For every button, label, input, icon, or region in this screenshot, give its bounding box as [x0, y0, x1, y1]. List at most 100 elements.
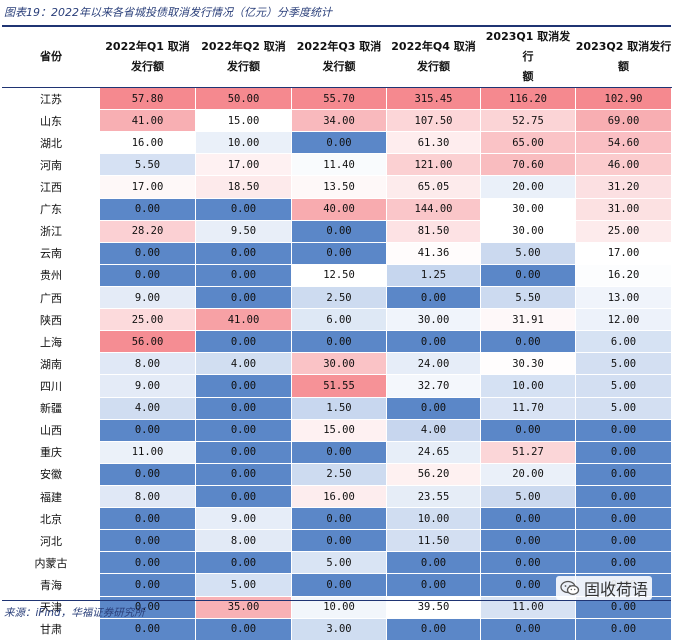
province-cell: 上海 [2, 330, 100, 354]
table-row: 广西 9.00 0.00 2.50 0.00 5.50 13.00 [2, 285, 672, 310]
value-cell: 52.75 [480, 109, 576, 133]
value-cell: 30.00 [386, 308, 481, 332]
value-cell: 0.00 [575, 529, 672, 553]
value-cell: 0.00 [99, 573, 196, 597]
value-cell: 0.00 [386, 330, 481, 354]
value-cell: 41.00 [99, 109, 196, 133]
value-cell: 0.00 [575, 595, 672, 619]
province-cell: 河南 [2, 153, 100, 177]
value-cell: 56.00 [99, 330, 196, 354]
province-cell: 北京 [2, 507, 100, 531]
value-cell: 0.00 [99, 595, 196, 619]
value-cell: 0.00 [386, 285, 481, 310]
value-cell: 0.00 [291, 241, 387, 265]
table-row: 上海 56.00 0.00 0.00 0.00 0.00 6.00 [2, 330, 672, 354]
value-cell: 11.00 [480, 595, 576, 619]
value-cell: 11.40 [291, 153, 387, 177]
value-cell: 11.50 [386, 529, 481, 553]
table-row: 广东 0.00 0.00 40.00 144.00 30.00 31.00 [2, 197, 672, 221]
value-cell: 0.00 [480, 263, 576, 287]
value-cell: 107.50 [386, 109, 481, 133]
value-cell: 9.00 [99, 285, 196, 310]
bottom-rule [2, 600, 671, 601]
value-cell: 24.65 [386, 440, 481, 464]
value-cell: 121.00 [386, 153, 481, 177]
value-cell: 0.00 [386, 396, 481, 420]
col-header-province: 省份 [2, 27, 100, 88]
table-body: 江苏 57.80 50.00 55.70 315.45 116.20 102.90 山东 41.… [2, 86, 672, 641]
value-cell: 0.00 [575, 462, 672, 486]
province-cell: 云南 [2, 241, 100, 265]
value-cell: 0.00 [575, 418, 672, 442]
value-cell: 39.50 [386, 595, 481, 619]
province-cell: 内蒙古 [2, 551, 100, 575]
value-cell: 6.00 [291, 308, 387, 332]
province-cell: 江苏 [2, 86, 100, 111]
value-cell: 144.00 [386, 197, 481, 221]
value-cell: 4.00 [99, 396, 196, 420]
value-cell: 69.00 [575, 109, 672, 133]
value-cell: 0.00 [195, 440, 292, 464]
value-cell: 0.00 [195, 418, 292, 442]
table-row: 湖北 16.00 10.00 0.00 61.30 65.00 54.60 [2, 131, 672, 155]
col-header-2022q2: 2022年Q2 取消 发行额 [195, 27, 292, 88]
value-cell: 35.00 [195, 595, 292, 619]
province-cell: 四川 [2, 374, 100, 398]
value-cell: 1.25 [386, 263, 481, 287]
value-cell: 31.91 [480, 308, 576, 332]
table-row: 安徽 0.00 0.00 2.50 56.20 20.00 0.00 [2, 462, 672, 486]
value-cell: 0.00 [575, 440, 672, 464]
value-cell: 17.00 [99, 175, 196, 199]
value-cell: 5.00 [575, 396, 672, 420]
value-cell: 0.00 [480, 529, 576, 553]
value-cell: 5.00 [291, 551, 387, 575]
value-cell: 0.00 [480, 573, 576, 597]
value-cell: 28.20 [99, 219, 196, 243]
value-cell: 0.00 [480, 617, 576, 641]
value-cell: 6.00 [575, 330, 672, 354]
table-row: 贵州 0.00 0.00 12.50 1.25 0.00 16.20 [2, 263, 672, 287]
value-cell: 34.00 [291, 109, 387, 133]
value-cell: 10.00 [291, 595, 387, 619]
col-header-2023q2: 2023Q2 取消发行额 [575, 27, 672, 88]
value-cell: 0.00 [99, 462, 196, 486]
value-cell: 0.00 [99, 551, 196, 575]
value-cell: 12.00 [575, 308, 672, 332]
value-cell: 41.00 [195, 308, 292, 332]
province-cell: 青海 [2, 573, 100, 597]
value-cell: 41.36 [386, 241, 481, 265]
value-cell: 5.00 [480, 241, 576, 265]
figure-title: 图表19：2022年以来各省城投债取消发行情况（亿元）分季度统计 [4, 6, 332, 19]
value-cell: 0.00 [480, 330, 576, 354]
value-cell: 15.00 [195, 109, 292, 133]
table-row: 江苏 57.80 50.00 55.70 315.45 116.20 102.90 [2, 86, 672, 111]
value-cell: 54.60 [575, 131, 672, 155]
value-cell: 0.00 [195, 330, 292, 354]
value-cell: 0.00 [195, 617, 292, 641]
value-cell: 5.50 [99, 153, 196, 177]
col-header-2022q3: 2022年Q3 取消 发行额 [291, 27, 387, 88]
province-cell: 广西 [2, 285, 100, 310]
value-cell: 9.00 [99, 374, 196, 398]
value-cell: 10.00 [480, 374, 576, 398]
value-cell: 5.50 [480, 285, 576, 310]
value-cell: 0.00 [291, 529, 387, 553]
table-row: 四川 9.00 0.00 51.55 32.70 10.00 5.00 [2, 374, 672, 398]
value-cell: 61.30 [386, 131, 481, 155]
province-cell: 福建 [2, 484, 100, 509]
value-cell: 0.00 [195, 374, 292, 398]
value-cell: 13.50 [291, 175, 387, 199]
province-cell: 湖北 [2, 131, 100, 155]
wechat-icon [560, 580, 580, 595]
value-cell: 57.80 [99, 86, 196, 111]
province-cell: 贵州 [2, 263, 100, 287]
value-cell: 0.00 [575, 617, 672, 641]
value-cell: 0.00 [291, 219, 387, 243]
value-cell: 0.00 [291, 573, 387, 597]
value-cell: 0.00 [291, 330, 387, 354]
value-cell: 0.00 [99, 263, 196, 287]
value-cell: 102.90 [575, 86, 672, 111]
province-cell: 广东 [2, 197, 100, 221]
province-cell: 甘肃 [2, 617, 100, 641]
value-cell: 0.00 [195, 551, 292, 575]
